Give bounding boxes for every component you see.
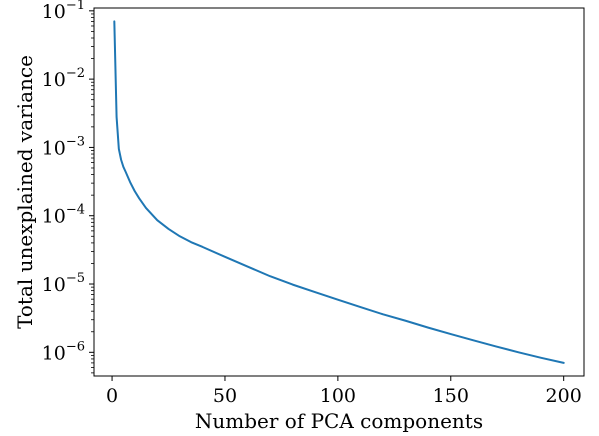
y-tick-label: 10−3 xyxy=(42,134,85,159)
y-tick-label-exponent: −5 xyxy=(66,271,85,286)
y-tick-label-exponent: −2 xyxy=(66,66,85,81)
x-axis-label: Number of PCA components xyxy=(195,409,483,433)
y-tick-label-exponent: −1 xyxy=(66,0,85,13)
x-tick-label: 150 xyxy=(433,385,469,407)
series-line-0 xyxy=(113,20,565,364)
y-tick-label-exponent: −4 xyxy=(66,203,85,218)
x-tick-label: 50 xyxy=(213,385,237,407)
y-tick-label: 10−2 xyxy=(42,66,85,91)
x-tick-label: 100 xyxy=(320,385,356,407)
y-tick-label: 10−1 xyxy=(42,0,85,23)
y-tick-label-base: 10 xyxy=(42,274,66,296)
y-tick-label-base: 10 xyxy=(42,69,66,91)
plot-frame xyxy=(93,7,585,377)
y-tick-label-base: 10 xyxy=(42,342,66,364)
y-tick-label-base: 10 xyxy=(42,137,66,159)
x-tick-label: 0 xyxy=(106,385,118,407)
y-axis-label: Total unexplained variance xyxy=(13,55,37,329)
y-tick-label-base: 10 xyxy=(42,1,66,23)
y-tick-label-exponent: −3 xyxy=(66,134,85,149)
y-tick-label-exponent: −6 xyxy=(66,339,85,354)
y-tick-label: 10−4 xyxy=(42,203,85,228)
y-tick-label: 10−6 xyxy=(42,339,85,364)
x-tick-label: 200 xyxy=(546,385,582,407)
y-tick-label-base: 10 xyxy=(42,206,66,228)
y-tick-label: 10−5 xyxy=(42,271,85,296)
